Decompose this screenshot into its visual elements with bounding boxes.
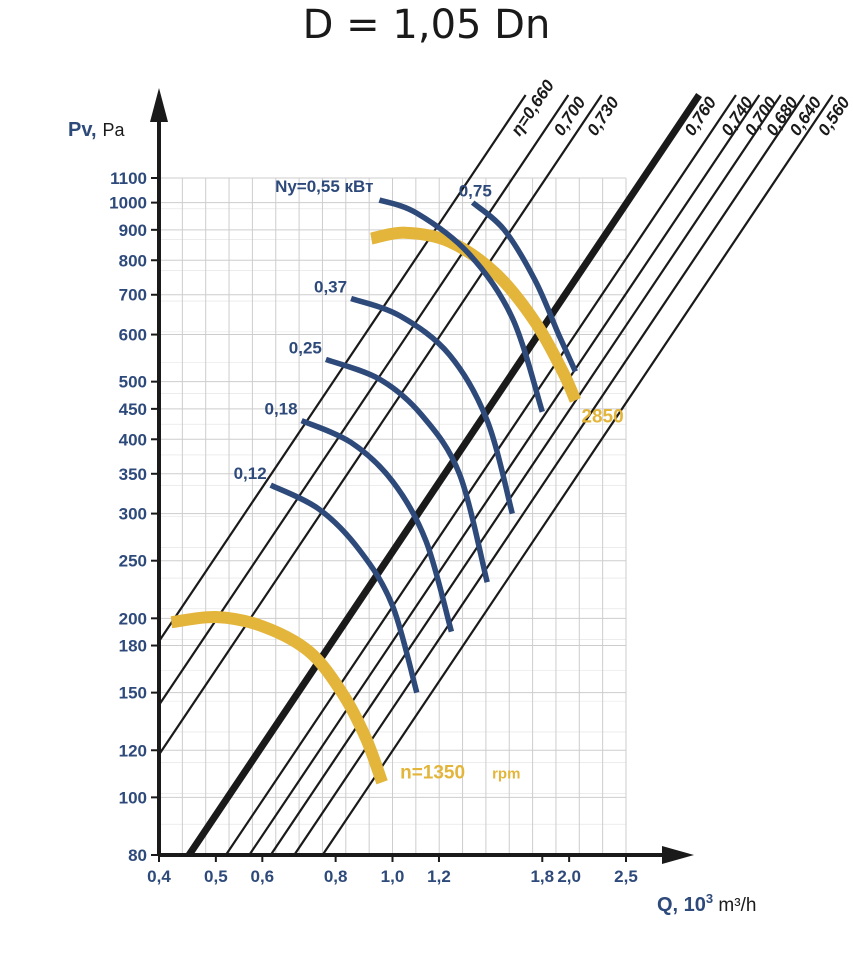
speed-curves <box>170 226 581 785</box>
power-curves <box>269 197 578 694</box>
speed-label: n=1350 <box>400 762 465 783</box>
y-tick-label: 180 <box>119 637 147 656</box>
x-axis-arrow <box>662 846 694 864</box>
power-label: Ny=0,55 кВт <box>275 177 373 196</box>
power-curve <box>269 482 420 694</box>
efficiency-line <box>224 94 737 856</box>
power-curve <box>470 200 578 373</box>
y-tick-label: 300 <box>119 505 147 524</box>
speed-curve <box>370 226 581 403</box>
y-tick-label: 100 <box>119 788 147 807</box>
x-tick-label: 1,8 <box>530 867 554 886</box>
power-label: 0,75 <box>459 182 492 201</box>
power-curve <box>350 295 515 515</box>
x-tick-label: 0,4 <box>147 867 171 886</box>
x-tick-label: 0,8 <box>324 867 348 886</box>
x-tick-label: 1,0 <box>381 867 405 886</box>
efficiency-label: 0,560 <box>814 93 853 139</box>
y-tick-label: 700 <box>119 286 147 305</box>
power-curve <box>378 197 545 413</box>
power-label: 0,37 <box>314 277 347 296</box>
y-tick-label: 80 <box>128 846 147 865</box>
y-tick-label: 600 <box>119 326 147 345</box>
y-tick-label: 250 <box>119 552 147 571</box>
x-tick-label: 0,5 <box>204 867 228 886</box>
y-tick-label: 450 <box>119 400 147 419</box>
grid <box>159 177 627 855</box>
efficiency-label: 0,730 <box>583 93 623 139</box>
efficiency-line <box>158 94 527 642</box>
speed-curve <box>170 610 388 785</box>
x-tick-label: 1,2 <box>427 867 451 886</box>
efficiency-label: 0,700 <box>550 93 590 139</box>
x-tick-label: 2,5 <box>614 867 638 886</box>
power-label: 0,18 <box>265 400 298 419</box>
y-tick-label: 200 <box>119 609 147 628</box>
efficiency-lines <box>158 93 834 857</box>
power-label: 0,12 <box>234 464 267 483</box>
y-axis-arrow <box>150 88 168 122</box>
power-label: 0,25 <box>289 338 322 357</box>
x-tick-label: 2,0 <box>557 867 581 886</box>
y-tick-label: 150 <box>119 684 147 703</box>
power-curve <box>324 356 490 583</box>
efficiency-line <box>186 93 702 857</box>
efficiency-line <box>158 94 570 706</box>
y-axis-label: Pv, Pa <box>68 119 126 141</box>
x-axis-label: Q, 103 m³/h <box>657 891 756 916</box>
axes: 80 100 120 150 180 200 250 300 350 400 450 500 600 70… <box>68 88 756 916</box>
y-tick-label: 350 <box>119 465 147 484</box>
y-tick-label: 400 <box>119 430 147 449</box>
y-tick-label: 120 <box>119 741 147 760</box>
y-tick-label: 900 <box>119 221 147 240</box>
efficiency-line <box>293 94 806 856</box>
y-tick-label: 800 <box>119 251 147 270</box>
efficiency-line <box>158 94 603 756</box>
y-tick-label: 500 <box>119 373 147 392</box>
y-tick-label: 1000 <box>109 194 147 213</box>
x-tick-label: 0,6 <box>251 867 275 886</box>
speed-unit-label: rpm <box>492 765 520 782</box>
speed-label: 2850 <box>581 406 623 427</box>
power-curve <box>300 418 455 633</box>
efficiency-line <box>321 94 834 856</box>
chart-title: D = 1,05 Dn <box>302 2 551 48</box>
y-tick-label: 1100 <box>110 169 147 188</box>
